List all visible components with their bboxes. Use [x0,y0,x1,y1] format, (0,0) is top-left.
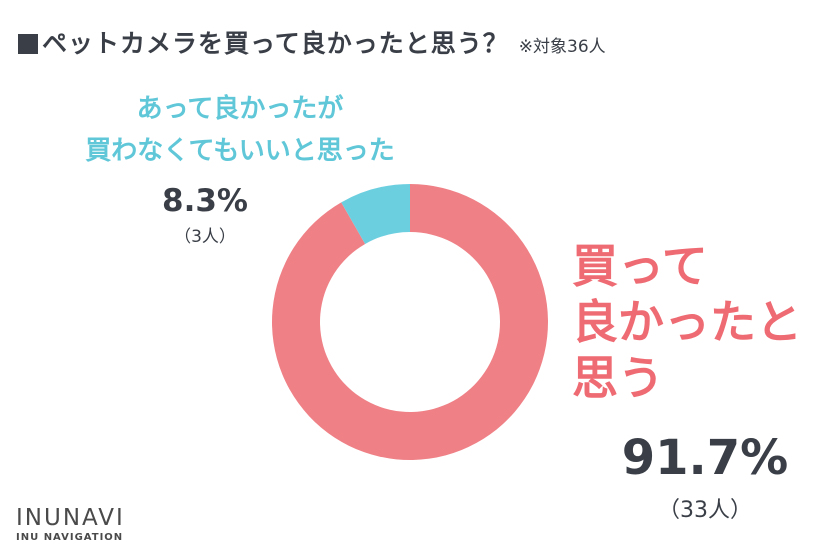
slice-count-large: （33人） [658,498,752,523]
slice-label-large-line2: 良かったと [572,295,802,349]
donut-slice-1 [271,184,548,460]
brand-subtitle: INU NAVIGATION [16,532,124,543]
title-square-icon [18,34,38,54]
slice-label-small: あって良かったが 買わなくてもいいと思った [30,88,450,172]
slice-percent-small: 8.3% [162,183,248,219]
slice-label-large: 買って 良かったと 思う [572,238,834,406]
slice-label-small-line1: あって良かったが [136,94,344,124]
donut-slice-2 [341,184,410,244]
slice-count-small: （3人） [174,227,236,247]
chart-title: ペットカメラを買って良かったと思う？ ※対象36人 [18,24,606,60]
title-note: ※対象36人 [518,37,606,57]
slice-label-large-line3: 思う [572,351,664,405]
slice-label-small-line2: 買わなくてもいいと思った [85,136,395,166]
brand-name: INUNAVI [16,505,125,531]
slice-percent-large: 91.7% [621,430,789,486]
title-text: ペットカメラを買って良かったと思う？ [42,29,509,58]
brand-logo: INUNAVI INU NAVIGATION [16,505,125,543]
slice-label-large-line1: 買って [572,239,708,293]
